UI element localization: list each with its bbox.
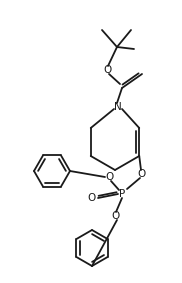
Text: O: O [138,169,146,179]
Text: O: O [112,211,120,221]
Text: O: O [105,172,113,182]
Text: P: P [119,189,125,199]
Text: N: N [114,102,122,112]
Text: O: O [103,65,111,75]
Text: O: O [87,193,95,203]
